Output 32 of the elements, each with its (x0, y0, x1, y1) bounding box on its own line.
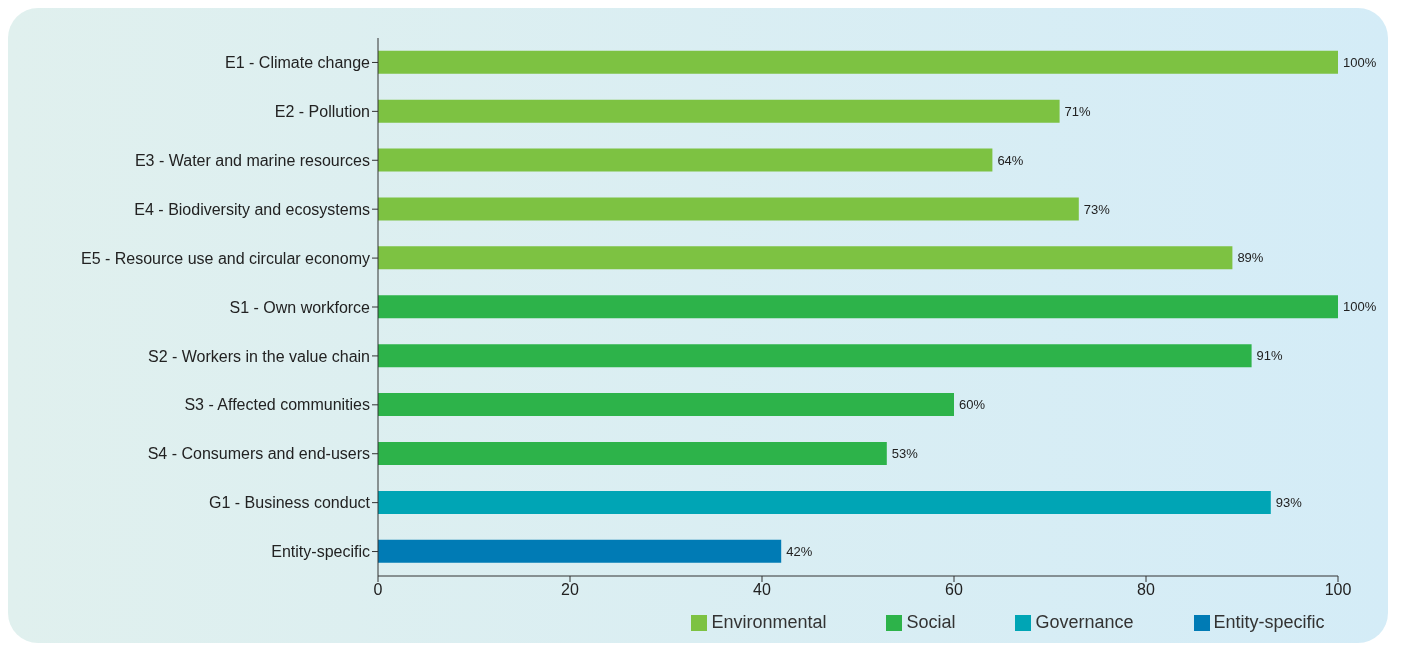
y-tick-label: S2 - Workers in the value chain (147, 347, 370, 365)
data-label: 73% (1083, 201, 1111, 217)
data-label: 53% (891, 446, 919, 462)
y-tick-label: E1 - Climate change (225, 54, 371, 72)
data-label: 64% (997, 152, 1024, 168)
data-label: 93% (1275, 495, 1303, 511)
legend-label: Governance (1035, 612, 1134, 632)
y-tick-label: G1 - Business conduct (209, 494, 371, 512)
y-tick-label: E5 - Resource use and circular economy (80, 249, 370, 267)
x-tick-label: 60 (945, 581, 963, 599)
x-tick-label: 80 (1137, 581, 1155, 599)
y-tick-label: S3 - Affected communities (184, 396, 370, 414)
data-label: 89% (1237, 250, 1264, 266)
y-tick-label: E3 - Water and marine resources (134, 151, 370, 169)
x-tick-label: 20 (561, 581, 579, 599)
data-label: 100% (1343, 54, 1377, 70)
legend-label: Social (906, 612, 956, 632)
legend-label: Entity-specific (1213, 612, 1325, 632)
x-tick-label: 0 (373, 581, 383, 599)
y-tick-label: Entity-specific (271, 543, 370, 561)
data-label: 71% (1064, 103, 1092, 119)
y-tick-label: S4 - Consumers and end-users (147, 445, 370, 463)
y-tick-label: S1 - Own workforce (229, 298, 371, 316)
y-tick-label: E2 - Pollution (274, 103, 370, 121)
data-label: 91% (1256, 348, 1284, 364)
legend-label: Environmental (711, 612, 827, 632)
data-label: 42% (786, 543, 813, 559)
data-label: 100% (1343, 299, 1377, 315)
y-tick-label: E4 - Biodiversity and ecosystems (134, 200, 370, 218)
x-tick-label: 100 (1324, 581, 1352, 599)
data-label: 60% (959, 397, 986, 413)
x-tick-label: 40 (753, 581, 771, 599)
